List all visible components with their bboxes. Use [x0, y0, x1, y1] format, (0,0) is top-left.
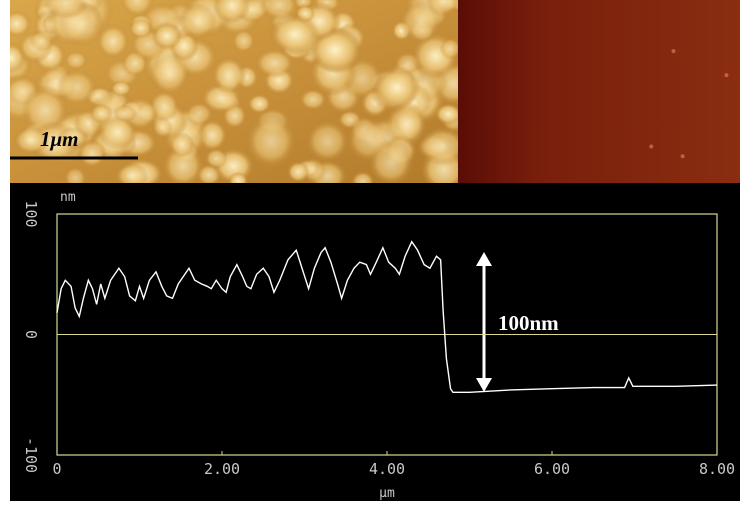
grain	[185, 101, 214, 127]
grain	[29, 29, 55, 52]
grain	[56, 68, 98, 106]
grain	[211, 56, 247, 94]
grain	[110, 80, 133, 97]
grain	[204, 147, 228, 169]
height-annotation: 100nm	[498, 311, 559, 335]
grain	[245, 114, 297, 169]
grain	[368, 139, 414, 183]
grain	[212, 0, 251, 25]
grain	[286, 160, 310, 183]
grain	[231, 28, 256, 54]
particle	[680, 154, 685, 159]
grain	[96, 23, 130, 60]
scale-bar-label: 1μm	[40, 127, 79, 151]
profile-line	[56, 240, 718, 394]
grain	[417, 126, 458, 166]
grain	[373, 65, 421, 109]
grain	[77, 139, 107, 169]
particle	[649, 144, 654, 149]
y-tick-label: 0	[22, 330, 40, 339]
grain	[121, 96, 159, 131]
grain	[269, 14, 320, 55]
grain	[425, 0, 458, 17]
x-tick-label: 6.00	[534, 460, 570, 478]
grain	[12, 126, 49, 155]
grain	[439, 37, 458, 60]
grain	[149, 52, 191, 96]
grain	[10, 42, 26, 74]
grain	[128, 18, 154, 39]
arrow-head-down	[476, 378, 492, 392]
grain	[434, 102, 458, 126]
grain	[247, 93, 272, 115]
grain	[63, 166, 87, 183]
grain	[178, 2, 218, 40]
grain	[350, 170, 375, 183]
grain	[254, 48, 295, 78]
x-tick-label: 0	[52, 460, 61, 478]
grain	[151, 22, 183, 50]
particle	[724, 73, 729, 78]
grain	[152, 116, 173, 139]
grain	[10, 10, 32, 38]
grain	[89, 103, 114, 124]
afm-image-substrate	[458, 0, 740, 183]
arrow-head-up	[476, 252, 492, 266]
grain	[64, 50, 88, 71]
particle	[671, 49, 676, 54]
profile-panel	[10, 183, 740, 501]
grain	[299, 88, 327, 111]
x-tick-label: 8.00	[699, 460, 735, 478]
x-tick-label: 4.00	[369, 460, 405, 478]
grain	[57, 126, 89, 149]
grain	[43, 0, 89, 19]
y-tick-label: 100	[22, 200, 40, 227]
x-unit: μm	[379, 486, 395, 501]
grain	[112, 104, 138, 123]
afm-grains	[10, 0, 458, 183]
x-tick-label: 2.00	[204, 460, 240, 478]
grain	[305, 120, 350, 163]
grain	[227, 171, 249, 183]
y-unit: nm	[60, 190, 76, 205]
y-tick-label: -100	[22, 437, 40, 473]
grain	[114, 162, 149, 183]
